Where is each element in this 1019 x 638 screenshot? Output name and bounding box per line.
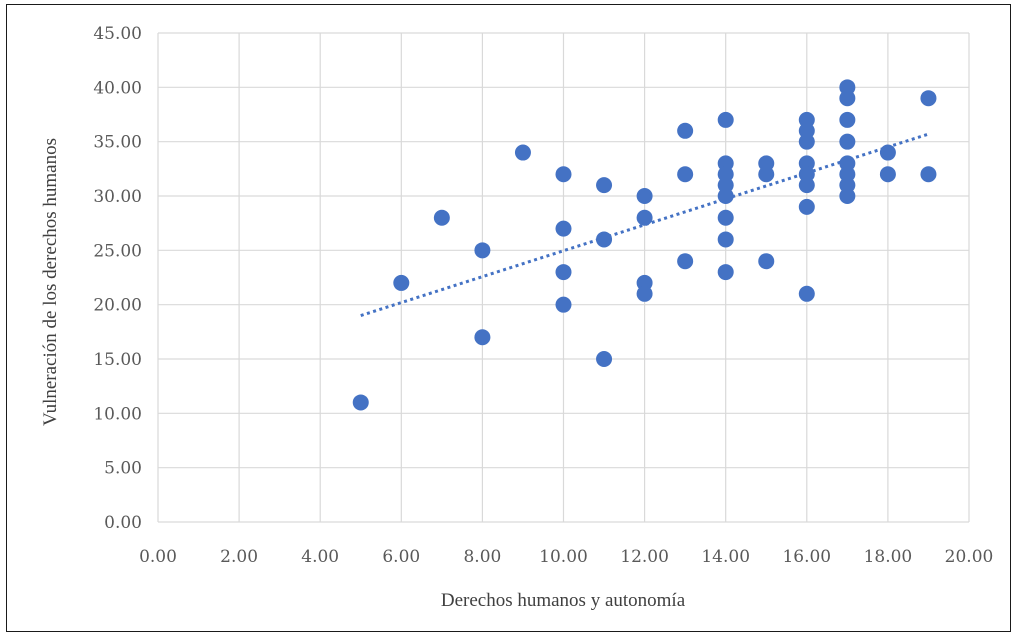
chart-frame bbox=[6, 4, 1011, 632]
data-point bbox=[677, 253, 694, 270]
x-tick-label: 2.00 bbox=[220, 547, 258, 567]
y-tick-label: 10.00 bbox=[93, 404, 142, 424]
data-points bbox=[352, 79, 937, 411]
x-tick-label: 10.00 bbox=[539, 547, 588, 567]
x-tick-label: 18.00 bbox=[864, 547, 913, 567]
data-point bbox=[717, 264, 734, 281]
x-axis-title: Derechos humanos y autonomía bbox=[441, 590, 686, 611]
y-tick-label: 5.00 bbox=[104, 459, 142, 479]
data-point bbox=[920, 166, 937, 183]
data-point bbox=[636, 285, 653, 302]
data-point bbox=[758, 253, 775, 270]
x-tick-label: 8.00 bbox=[463, 547, 501, 567]
data-point bbox=[758, 166, 775, 183]
x-tick-label: 0.00 bbox=[139, 547, 177, 567]
data-point bbox=[474, 329, 491, 346]
data-point bbox=[920, 90, 937, 107]
data-point bbox=[555, 166, 572, 183]
data-point bbox=[596, 351, 613, 367]
data-point bbox=[839, 90, 856, 107]
data-point bbox=[596, 177, 613, 194]
data-point bbox=[677, 122, 694, 139]
x-tick-labels: 0.00 2.00 4.00 6.00 8.00 10.00 12.00 14.00 16.00… bbox=[139, 547, 993, 567]
x-tick-label: 12.00 bbox=[620, 547, 669, 567]
x-tick-label: 4.00 bbox=[301, 547, 339, 567]
data-point bbox=[879, 144, 896, 161]
y-axis-title: Vulneración de los derechos humanos bbox=[40, 138, 61, 426]
data-point bbox=[433, 209, 450, 226]
x-tick-label: 14.00 bbox=[701, 547, 750, 567]
data-point bbox=[636, 209, 653, 226]
data-point bbox=[798, 285, 815, 302]
data-point bbox=[879, 166, 896, 183]
data-point bbox=[717, 209, 734, 226]
y-tick-labels: 0.00 5.00 10.00 15.00 20.00 25.00 30.00 35.00 40… bbox=[93, 24, 142, 533]
data-point bbox=[352, 394, 369, 411]
data-point bbox=[555, 296, 572, 313]
data-point bbox=[839, 133, 856, 150]
x-tick-label: 20.00 bbox=[945, 547, 994, 567]
data-point bbox=[555, 264, 572, 281]
y-tick-label: 45.00 bbox=[93, 24, 142, 44]
y-tick-label: 0.00 bbox=[104, 513, 142, 533]
data-point bbox=[798, 133, 815, 150]
data-point bbox=[514, 144, 531, 161]
y-tick-label: 25.00 bbox=[93, 241, 142, 261]
data-point bbox=[839, 111, 856, 128]
data-point bbox=[474, 242, 491, 259]
trendline bbox=[360, 132, 929, 317]
y-tick-label: 35.00 bbox=[93, 133, 142, 153]
y-tick-label: 40.00 bbox=[93, 78, 142, 98]
y-tick-label: 30.00 bbox=[93, 187, 142, 207]
data-point bbox=[717, 231, 734, 248]
data-point bbox=[393, 274, 410, 291]
y-tick-label: 20.00 bbox=[93, 296, 142, 316]
data-point bbox=[596, 231, 613, 248]
data-point bbox=[798, 177, 815, 194]
trendline-layer bbox=[360, 132, 929, 317]
data-point bbox=[798, 198, 815, 215]
x-tick-label: 16.00 bbox=[782, 547, 831, 567]
data-point bbox=[717, 188, 734, 204]
x-tick-label: 6.00 bbox=[382, 547, 420, 567]
data-point bbox=[636, 188, 653, 204]
y-tick-label: 15.00 bbox=[93, 350, 142, 370]
data-point bbox=[677, 166, 694, 183]
data-point bbox=[555, 220, 572, 237]
data-point bbox=[839, 188, 856, 204]
data-point bbox=[717, 111, 734, 128]
